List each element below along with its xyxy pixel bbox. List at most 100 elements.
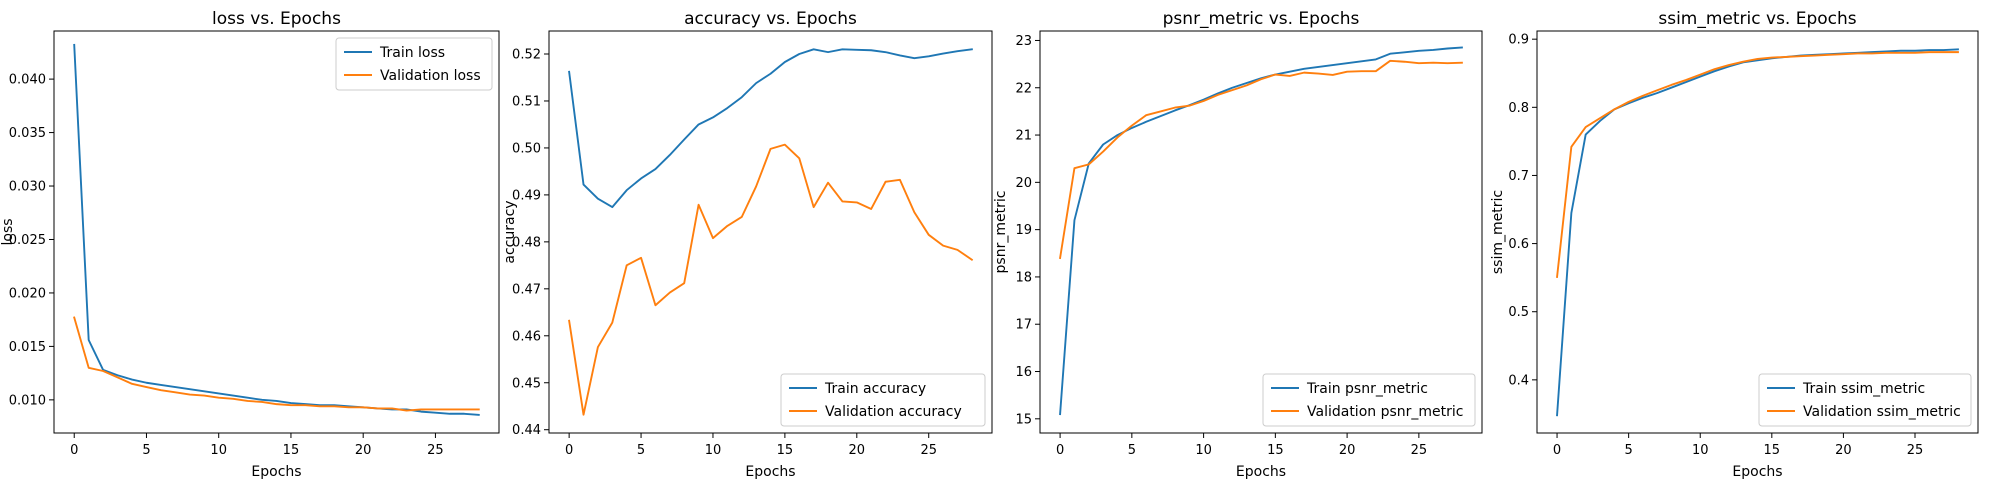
y-tick-label: 0.030: [9, 180, 46, 195]
plot-frame: [548, 30, 993, 434]
legend: Train psnr_metric Validation psnr_metric: [1262, 373, 1476, 427]
legend: Train loss Validation loss: [335, 37, 493, 91]
chart-panel-1: 0 5 10 15 20 25 0.010 0.015 0.020 0.025 0.030 0.035…: [0, 9, 500, 480]
y-tick-label: 0.47: [512, 282, 541, 297]
x-tick-label: 10: [705, 443, 722, 458]
chart-panel-4: 0 5 10 15 20 25 0.4 0.5 0.6 0.7 0.8 0.9 ssim_metric …: [1490, 9, 1979, 480]
y-tick-label: 23: [1015, 34, 1032, 49]
series-line-2: [568, 143, 974, 416]
y-tick-label: 0.8: [1508, 101, 1529, 116]
y-tick-label: 0.025: [9, 233, 46, 248]
x-tick-label: 20: [355, 443, 372, 458]
legend-entry: Train psnr_metric: [1306, 381, 1428, 397]
series-line-2: [73, 316, 480, 412]
chart-panel-2: 0 5 10 15 20 25 0.44 0.45 0.46 0.47 0.48 0.49 0.50 0.…: [502, 9, 993, 480]
plot-frame: [53, 30, 500, 434]
x-tick-label: 5: [1624, 443, 1632, 458]
y-tick-label: 0.040: [9, 73, 46, 88]
legend: Train ssim_metric Validation ssim_metric: [1758, 373, 1972, 427]
y-tick-label: 0.48: [512, 235, 541, 250]
chart-panel-3: 0 5 10 15 20 25 15 16 17 18 19 20 21 22 23 psnr_metric …: [993, 9, 1483, 480]
x-tick-label: 10: [1195, 443, 1212, 458]
legend-box: [1262, 373, 1476, 427]
y-tick-label: 0.4: [1508, 373, 1529, 388]
x-tick-label: 25: [920, 443, 937, 458]
x-tick-label: 15: [283, 443, 300, 458]
x-tick-label: 25: [1411, 443, 1428, 458]
x-axis-label: Epochs: [745, 464, 795, 480]
y-tick-label: 19: [1015, 223, 1032, 238]
x-tick-label: 25: [427, 443, 444, 458]
y-axis-label: loss: [0, 218, 16, 245]
y-axis-label: accuracy: [502, 200, 518, 263]
legend-box: [780, 373, 986, 427]
legend-box: [1758, 373, 1972, 427]
y-tick-label: 0.9: [1508, 33, 1529, 48]
y-tick-label: 0.46: [512, 329, 541, 344]
x-axis-label: Epochs: [1236, 464, 1286, 480]
plot-frame: [1039, 30, 1483, 434]
x-tick-label: 20: [849, 443, 866, 458]
x-tick-label: 20: [1835, 443, 1852, 458]
y-tick-label: 0.6: [1508, 237, 1529, 252]
y-tick-label: 15: [1015, 412, 1032, 427]
legend: Train accuracy Validation accuracy: [780, 373, 986, 427]
y-tick-label: 0.52: [512, 48, 541, 63]
legend-entry: Train ssim_metric: [1802, 381, 1925, 397]
y-tick-label: 0.51: [512, 94, 541, 109]
x-tick-label: 0: [70, 443, 78, 458]
y-tick-label: 0.7: [1508, 169, 1529, 184]
x-tick-label: 10: [1692, 443, 1709, 458]
x-tick-label: 5: [142, 443, 150, 458]
chart-title: loss vs. Epochs: [212, 9, 341, 29]
y-tick-label: 21: [1015, 129, 1032, 144]
y-tick-label: 18: [1015, 270, 1032, 285]
x-axis-label: Epochs: [251, 464, 301, 480]
chart-title: accuracy vs. Epochs: [684, 9, 857, 29]
legend-entry: Train accuracy: [824, 381, 926, 397]
legend-box: [335, 37, 493, 91]
x-tick-label: 25: [1907, 443, 1924, 458]
x-tick-label: 0: [1056, 443, 1064, 458]
x-axis-label: Epochs: [1732, 464, 1782, 480]
y-tick-label: 20: [1015, 176, 1032, 191]
y-tick-label: 16: [1015, 365, 1032, 380]
x-tick-label: 0: [1553, 443, 1561, 458]
x-tick-label: 20: [1339, 443, 1356, 458]
series-line-1: [1059, 46, 1463, 416]
series-line-2: [1556, 51, 1959, 279]
x-tick-label: 10: [210, 443, 227, 458]
y-tick-label: 0.015: [9, 340, 46, 355]
x-tick-label: 5: [637, 443, 645, 458]
legend-entry: Validation psnr_metric: [1307, 404, 1463, 420]
plot-frame: [1536, 30, 1979, 434]
chart-title: psnr_metric vs. Epochs: [1163, 9, 1360, 29]
y-tick-label: 17: [1015, 318, 1032, 333]
y-tick-label: 0.44: [512, 423, 541, 438]
y-tick-label: 0.5: [1508, 305, 1529, 320]
y-tick-label: 22: [1015, 81, 1032, 96]
series-line-1: [1556, 48, 1959, 417]
y-tick-label: 0.45: [512, 376, 541, 391]
x-tick-label: 15: [1764, 443, 1781, 458]
x-tick-label: 15: [777, 443, 794, 458]
x-tick-label: 0: [565, 443, 573, 458]
y-axis-label: psnr_metric: [993, 191, 1009, 274]
x-tick-label: 5: [1128, 443, 1136, 458]
y-tick-label: 0.50: [512, 141, 541, 156]
x-tick-label: 15: [1267, 443, 1284, 458]
y-tick-label: 0.020: [9, 286, 46, 301]
series-line-1: [73, 43, 480, 416]
legend-entry: Validation ssim_metric: [1803, 404, 1961, 420]
legend-entry: Validation loss: [380, 68, 481, 84]
legend-entry: Validation accuracy: [825, 404, 962, 420]
y-tick-label: 0.49: [512, 188, 541, 203]
y-tick-label: 0.035: [9, 126, 46, 141]
series-line-1: [568, 48, 973, 209]
y-axis-label: ssim_metric: [1490, 190, 1506, 274]
y-tick-label: 0.010: [9, 393, 46, 408]
legend-entry: Train loss: [379, 45, 445, 61]
series-line-2: [1059, 59, 1463, 260]
chart-title: ssim_metric vs. Epochs: [1658, 9, 1856, 29]
